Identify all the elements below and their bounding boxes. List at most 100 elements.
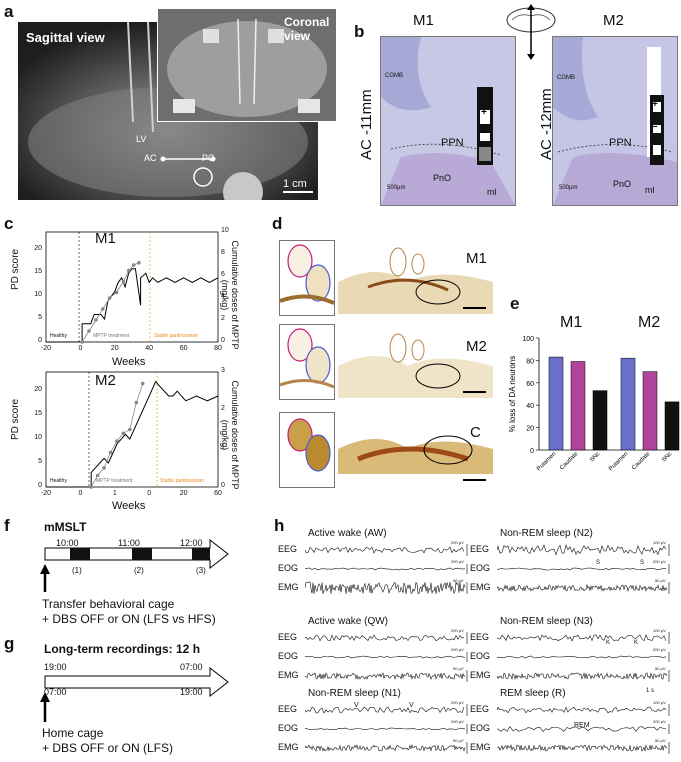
f-title: mMSLT	[44, 520, 87, 534]
c-dose-point	[108, 450, 113, 455]
xray-coronal-graphic	[158, 9, 336, 121]
panel-label-b: b	[354, 22, 365, 41]
b-m1-minus: –	[481, 127, 487, 138]
panel-b-m1-side-text: AC -11mm	[358, 89, 375, 160]
c-y2tick-label: 1	[221, 443, 225, 451]
h-scale-eeg: 100 µV	[653, 540, 666, 545]
c-m1-title: M1	[95, 230, 116, 247]
c-xtick-label: 20	[110, 345, 119, 352]
d-m1-label: M1	[466, 250, 487, 267]
h-scale-eog: 200 µV	[451, 647, 464, 652]
e-ytick-label: 60	[526, 381, 534, 388]
c-m2-mptp: MPTP treatment	[96, 478, 133, 484]
histology-m1-graphic	[381, 37, 515, 205]
c-y2tick-label: 8	[221, 249, 225, 256]
h-time-scale: 1 s	[646, 688, 655, 694]
c-dose-point	[121, 431, 126, 436]
h-traces-5	[497, 704, 670, 754]
b-m2-cgmb: CGMB	[557, 75, 575, 81]
c-dose-line	[90, 383, 144, 488]
h-v-marker: V	[409, 702, 414, 709]
c-xtick-label: 0	[147, 490, 152, 497]
h-signal-trace	[305, 672, 466, 680]
h-signal-trace	[305, 655, 466, 659]
e-category-label: Caudate	[631, 451, 652, 472]
panel-label-g: g	[4, 634, 15, 653]
c-m2-stable: Stable parkinsonian	[160, 478, 204, 484]
e-bar-m1-caudate	[570, 361, 586, 451]
h-scale-eog: 200 µV	[451, 719, 464, 724]
c-xtick-label: 60	[179, 345, 188, 352]
b-m2-minus: –	[652, 121, 658, 132]
d-c-inset	[279, 412, 335, 488]
h-signal-trace	[305, 706, 465, 714]
h-k-marker: K	[606, 640, 611, 646]
h-scale-emg: 50 µV	[655, 738, 666, 743]
e-bar-m2-caudate	[642, 371, 658, 451]
h-state-title: Active wake (QW)	[308, 616, 389, 627]
c-ytick-label: 5	[38, 314, 42, 322]
c-xtick-label: 0	[78, 490, 83, 497]
h-scale-emg: 50 µV	[453, 666, 464, 671]
f-block-3	[192, 548, 210, 560]
h-scale-eeg: 100 µV	[653, 628, 666, 633]
c-dose-line	[81, 262, 140, 343]
c-ytick-label: 0	[38, 337, 42, 344]
g-timeline-arrow	[44, 666, 229, 698]
h-channel-label: EMG	[278, 670, 299, 680]
h-scale-eog: 200 µV	[451, 559, 464, 564]
h-k-marker: K	[634, 640, 639, 646]
c-xtick-label: 40	[145, 345, 154, 352]
f-block-label-2: (2)	[134, 566, 144, 575]
c-y2tick-label: 2	[221, 405, 225, 413]
g-bot-left: 07:00	[44, 687, 67, 697]
e-ytick-label: 80	[526, 358, 534, 365]
h-traces-1	[497, 544, 670, 594]
e-ytick-label: 0	[530, 448, 534, 455]
g-line-1: Home cage	[42, 726, 104, 740]
c-pd-score-line	[46, 268, 219, 343]
e-ytick-label: 20	[526, 426, 534, 433]
target-circle	[193, 167, 213, 187]
e-ylabel: % loss of DA neurons	[508, 356, 517, 432]
f-time-3: 12:00	[180, 538, 203, 548]
c-xtick-label: 20	[179, 490, 188, 497]
histology-m2-graphic	[553, 37, 677, 205]
c-ytick-label: 20	[34, 245, 42, 253]
h-traces-3	[497, 632, 670, 682]
h-channel-label: EMG	[470, 742, 491, 752]
h-channel-label: EMG	[278, 582, 299, 592]
sagittal-label: Sagittal view	[26, 30, 105, 45]
c-m1-plot	[46, 261, 219, 344]
h-channel-label: EMG	[470, 670, 491, 680]
c-ytick-label: 10	[34, 434, 42, 442]
f-line-1: Transfer behavioral cage	[42, 597, 175, 611]
panel-label-c: c	[4, 214, 14, 233]
panel-b-m2-title: M2	[603, 12, 624, 29]
h-signal-trace	[305, 727, 466, 731]
f-line-2: + DBS OFF or ON (LFS vs HFS)	[42, 612, 216, 626]
h-channel-label: EOG	[278, 651, 299, 661]
c-dose-point	[137, 261, 141, 265]
h-state-title: Active wake (AW)	[308, 528, 387, 539]
h-scale-emg: 50 µV	[453, 738, 464, 743]
h-traces-0	[305, 544, 468, 595]
c-m1-ylabel: PD score	[10, 248, 21, 290]
panel-label-h: h	[274, 516, 285, 535]
f-time-1: 10:00	[56, 538, 79, 548]
d-m1-inset	[279, 240, 335, 316]
h-signal-trace	[305, 634, 465, 642]
panel-label-d: d	[272, 214, 283, 233]
h-channel-label: EEG	[470, 544, 490, 554]
h-scale-eog: 200 µV	[653, 647, 666, 652]
h-signal-trace	[497, 655, 667, 659]
panel-c-charts	[45, 231, 219, 489]
c-dose-point	[107, 296, 112, 300]
h-scale-emg: 50 µV	[655, 666, 666, 671]
h-scale-eeg: 200 µV	[451, 540, 464, 545]
c-m2-y2label: Cumulative doses of MPTP (mg/kg)	[220, 380, 240, 490]
h-channel-label: EOG	[470, 651, 491, 661]
b-m2-scale: 500µm	[559, 185, 578, 191]
h-channel-label: EMG	[278, 742, 299, 752]
c-dose-point	[95, 473, 100, 478]
